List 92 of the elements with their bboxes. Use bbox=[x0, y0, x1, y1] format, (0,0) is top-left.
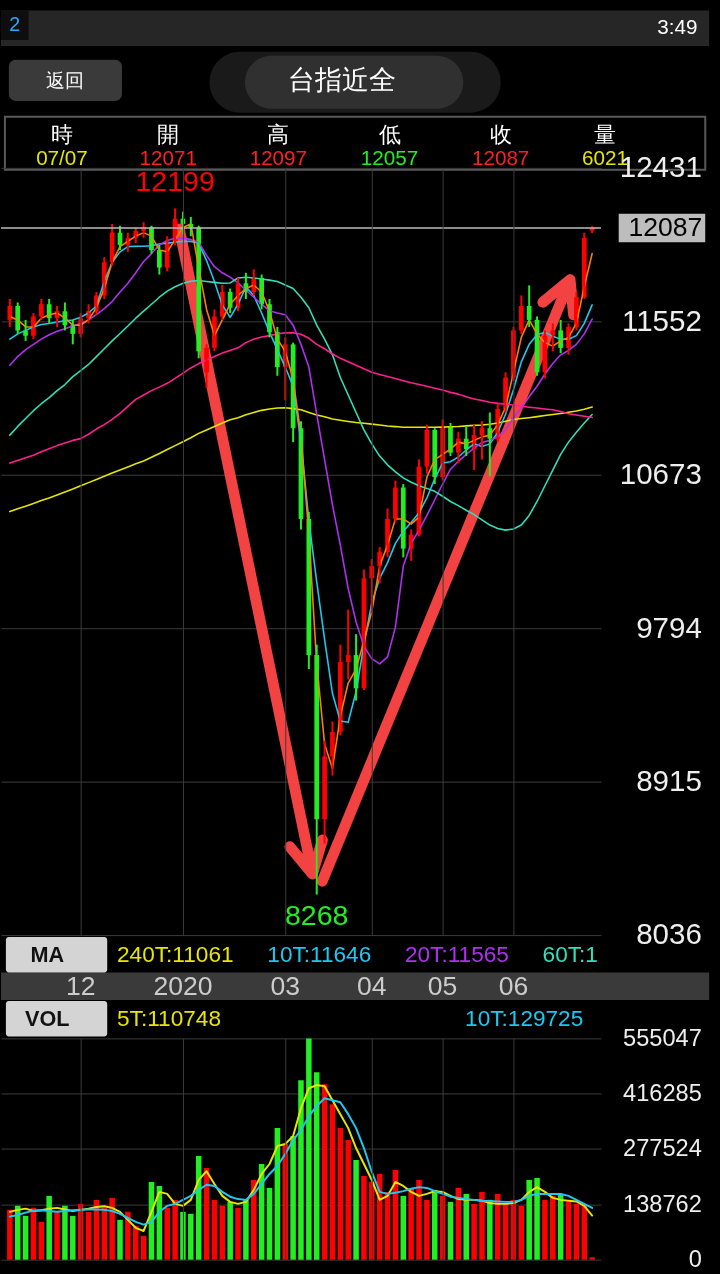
bar bbox=[46, 1195, 52, 1260]
bar bbox=[266, 1187, 273, 1260]
bar bbox=[172, 1199, 178, 1260]
y-tick-label: 555047 bbox=[623, 1024, 702, 1051]
bar bbox=[400, 1195, 407, 1260]
x-tick-label: 12 bbox=[65, 970, 96, 1001]
text: MA bbox=[30, 941, 65, 967]
bar bbox=[140, 1235, 147, 1260]
bar bbox=[573, 1203, 580, 1260]
y-tick-label: 9794 bbox=[636, 610, 702, 644]
bar bbox=[227, 1201, 233, 1260]
text: 低 bbox=[378, 122, 401, 148]
y-tick-label: 416285 bbox=[623, 1080, 702, 1107]
text: 10T:129725 bbox=[465, 1005, 584, 1031]
bar bbox=[542, 1199, 548, 1260]
text: 量 bbox=[593, 122, 616, 148]
bar bbox=[432, 1189, 438, 1260]
text: 20T:11565 bbox=[404, 941, 509, 967]
text: VOL bbox=[24, 1005, 70, 1031]
bar bbox=[117, 1219, 123, 1260]
y-tick-label: 138762 bbox=[623, 1190, 702, 1217]
bar bbox=[471, 1203, 477, 1260]
x-tick-label: 04 bbox=[357, 970, 387, 1001]
bar bbox=[534, 1177, 540, 1260]
bar bbox=[125, 1211, 131, 1260]
line-series bbox=[9, 406, 593, 513]
text: 2 bbox=[9, 13, 21, 36]
y-tick-label: 8036 bbox=[636, 917, 702, 951]
bar bbox=[361, 1175, 367, 1260]
text: 240T:11061 bbox=[117, 941, 234, 967]
bar bbox=[502, 1203, 509, 1260]
line-series bbox=[9, 276, 593, 531]
bar bbox=[565, 1201, 572, 1260]
bar bbox=[235, 1207, 241, 1260]
bar bbox=[416, 1179, 422, 1260]
y-tick-label: 0 bbox=[688, 1246, 702, 1273]
bar bbox=[337, 1128, 344, 1260]
bar bbox=[329, 1104, 336, 1260]
text: 高 bbox=[267, 122, 290, 148]
text: 3:49 bbox=[657, 15, 698, 39]
bar bbox=[589, 1257, 595, 1260]
bar bbox=[479, 1191, 485, 1260]
bar bbox=[62, 1205, 68, 1260]
bar bbox=[211, 1199, 218, 1260]
y-tick-label: 11552 bbox=[621, 303, 702, 337]
text: 收 bbox=[489, 122, 512, 148]
x-tick-label: 2020 bbox=[153, 970, 213, 1001]
bar bbox=[54, 1211, 60, 1260]
bar bbox=[109, 1197, 115, 1260]
line-series bbox=[9, 331, 593, 464]
bar bbox=[219, 1205, 226, 1260]
x-tick-label: 06 bbox=[498, 970, 529, 1001]
bar bbox=[164, 1207, 170, 1260]
bar bbox=[424, 1199, 430, 1260]
bar bbox=[408, 1187, 414, 1260]
y-tick-label: 277524 bbox=[623, 1135, 702, 1162]
bar bbox=[518, 1205, 525, 1260]
annotation: 12057 bbox=[360, 145, 419, 169]
annotation: 8268 bbox=[285, 899, 349, 932]
x-tick-label: 03 bbox=[270, 970, 301, 1001]
bar bbox=[306, 1038, 312, 1260]
bar bbox=[70, 1215, 76, 1260]
text: 返回 bbox=[45, 70, 84, 92]
chart-title: 台指近全 bbox=[288, 65, 397, 96]
bar bbox=[243, 1199, 249, 1260]
text: 10T:11646 bbox=[267, 941, 372, 967]
x-tick-label: 05 bbox=[427, 970, 458, 1001]
bar bbox=[38, 1221, 45, 1260]
text: 時 bbox=[50, 122, 73, 148]
bar bbox=[180, 1211, 186, 1260]
annotation: 12087 bbox=[471, 145, 530, 169]
bar bbox=[188, 1213, 194, 1260]
bar bbox=[447, 1201, 454, 1260]
bar bbox=[526, 1179, 532, 1260]
ref-line-label: 12087 bbox=[628, 211, 703, 242]
bar bbox=[290, 1136, 296, 1260]
text: 60T:1 bbox=[542, 941, 598, 967]
annotation: 12097 bbox=[249, 145, 308, 169]
bar bbox=[251, 1179, 257, 1260]
bar bbox=[85, 1211, 92, 1260]
y-tick-label: 10673 bbox=[619, 457, 702, 491]
text: 5T:110748 bbox=[117, 1005, 221, 1031]
annotation: 07/07 bbox=[36, 145, 88, 169]
bar bbox=[345, 1140, 351, 1260]
bar bbox=[463, 1193, 469, 1260]
bar bbox=[7, 1209, 13, 1260]
y-tick-label: 8915 bbox=[636, 764, 702, 797]
bar bbox=[550, 1195, 556, 1260]
bar bbox=[22, 1215, 29, 1260]
text: 開 bbox=[157, 122, 180, 148]
bar bbox=[298, 1080, 304, 1260]
bar bbox=[353, 1160, 359, 1260]
